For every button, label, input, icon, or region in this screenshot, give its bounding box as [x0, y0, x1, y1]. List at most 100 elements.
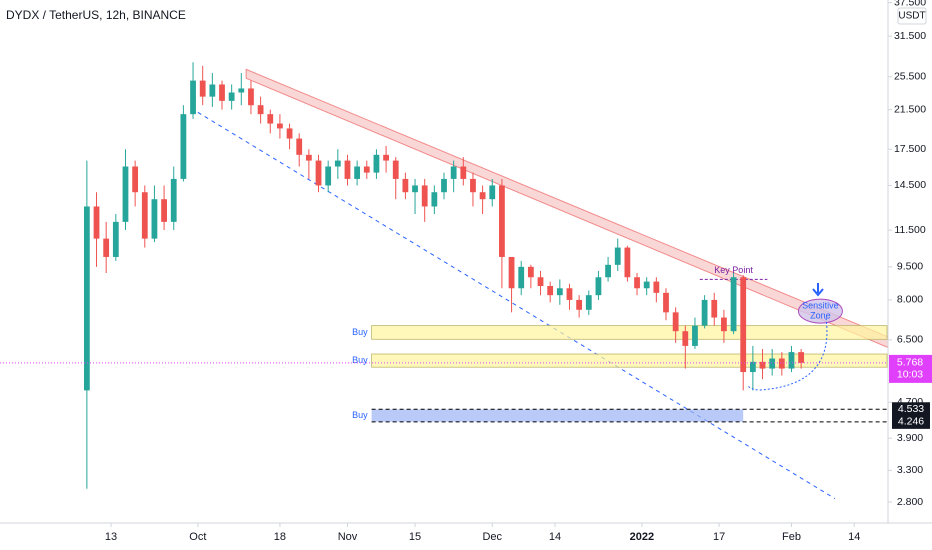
candle-body	[161, 199, 167, 222]
y-tick-label: 25.500	[894, 71, 926, 83]
x-tick-label: 13	[105, 531, 117, 543]
candle-body	[518, 266, 525, 289]
y-tick-label: 14.500	[894, 179, 926, 191]
candle-body	[392, 160, 399, 179]
candle-body	[112, 221, 119, 257]
level-label: 4.246	[898, 416, 924, 428]
x-tick-label: 14	[848, 531, 860, 543]
candle-body	[431, 192, 438, 207]
candle-body	[83, 206, 90, 391]
sensitive-zone-label: Zone	[810, 310, 831, 320]
candle-body	[363, 166, 370, 173]
y-tick-label: 8.000	[897, 294, 923, 306]
candle-body	[527, 266, 534, 278]
candle-body	[383, 154, 389, 161]
candle-body	[344, 160, 351, 179]
candle-body	[585, 295, 592, 310]
key-point-label: Key Point	[714, 265, 753, 275]
candle-body	[721, 317, 727, 332]
candle-body	[296, 138, 303, 155]
candle-body	[508, 256, 515, 289]
candle-body	[248, 88, 254, 106]
currency-box[interactable]	[897, 7, 927, 25]
y-tick-label: 31.500	[894, 30, 926, 42]
y-tick-label: 37.500	[894, 0, 926, 8]
y-tick-label: 6.500	[897, 334, 923, 346]
candle-body	[180, 114, 187, 179]
candle-body	[325, 166, 332, 186]
sensitive-zone	[797, 298, 843, 324]
candle-body	[749, 361, 756, 373]
last-price-label: 5.768	[897, 357, 923, 369]
candle-body	[740, 277, 747, 373]
candle-body	[315, 160, 322, 186]
candle-body	[257, 105, 264, 115]
x-tick-label: 17	[713, 531, 725, 543]
candle-body	[653, 281, 660, 293]
candle-body	[219, 84, 225, 101]
x-tick-label: Nov	[338, 531, 358, 543]
candle-body	[354, 166, 361, 179]
candle-body	[93, 206, 100, 239]
candle-body	[682, 331, 689, 346]
arrow-down	[812, 283, 824, 297]
x-tick-label: 14	[549, 531, 561, 543]
candle-body	[692, 325, 698, 346]
candle-body	[450, 166, 457, 179]
level-label: 4.533	[898, 403, 924, 415]
candle-body	[614, 247, 621, 265]
candle-body	[499, 185, 505, 257]
candle-body	[122, 166, 129, 222]
candle-body	[701, 299, 708, 326]
candle-body	[711, 299, 718, 318]
candle-body	[798, 352, 805, 363]
candle-body	[228, 92, 235, 101]
zone-label: Buy	[352, 410, 368, 420]
candle-body	[402, 178, 409, 193]
candle-body	[730, 277, 737, 332]
candle-body	[199, 80, 206, 97]
candle-body	[141, 192, 148, 239]
candle-body	[421, 185, 428, 207]
candle-body	[576, 299, 583, 310]
projection-arc	[747, 317, 828, 391]
y-tick-label: 2.800	[897, 496, 923, 508]
candle-body	[190, 80, 196, 115]
candle-body	[277, 123, 283, 129]
candle-body	[132, 166, 139, 193]
candle-body	[595, 277, 602, 296]
candle-body	[605, 264, 611, 278]
x-tick-label: Feb	[782, 531, 801, 543]
y-tick-label: 9.500	[897, 261, 923, 273]
currency: USDT	[898, 11, 925, 22]
candle-body	[479, 192, 486, 200]
y-tick-label: 3.900	[897, 432, 923, 444]
sensitive-zone-label: Sensitive	[802, 300, 839, 310]
candle-body	[537, 277, 544, 287]
candle-body	[209, 84, 216, 97]
x-tick-label: 15	[409, 531, 421, 543]
x-tick-label: 18	[274, 531, 286, 543]
candle-body	[643, 281, 650, 289]
candle-body	[663, 292, 669, 313]
x-tick-label: Oct	[189, 531, 206, 543]
chart-title: DYDX / TetherUS, 12h, BINANCE	[6, 8, 186, 22]
candle-body	[547, 286, 554, 296]
candle-body	[460, 166, 467, 179]
candle-body	[103, 238, 110, 257]
candle-body	[470, 178, 476, 193]
candle-body	[624, 247, 631, 278]
candle-body	[334, 160, 341, 167]
last-price-box	[889, 354, 932, 383]
candle-body	[412, 185, 418, 193]
candle-body	[305, 154, 312, 161]
candle-body	[441, 178, 447, 193]
candle-body	[672, 312, 679, 332]
candle-body	[566, 288, 573, 300]
candle-body	[634, 277, 640, 289]
candle-body	[778, 358, 785, 369]
candle-body	[238, 88, 245, 93]
level-box	[892, 402, 930, 417]
